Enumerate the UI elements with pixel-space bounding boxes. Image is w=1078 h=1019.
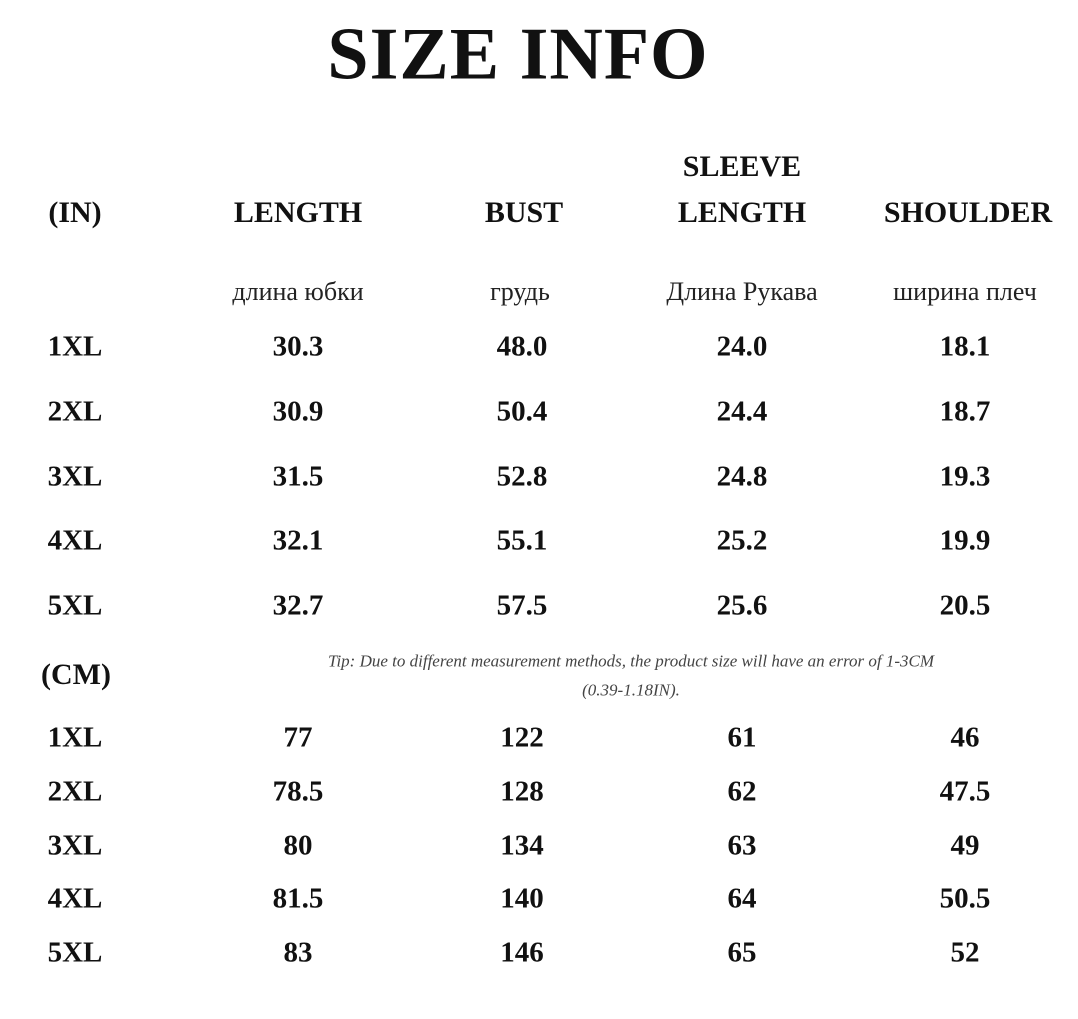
shoulder-value: 19.3 [939,460,991,493]
size-label: 3XL [47,829,103,862]
length-value: 83 [283,936,313,969]
inch-unit-label: (IN) [48,196,102,229]
size-label: 3XL [47,460,103,493]
size-label: 5XL [47,589,103,622]
sleeve-length-value: 61 [727,721,757,754]
length-value: 77 [283,721,313,754]
sleeve-length-value: 24.0 [716,330,768,363]
size-label: 1XL [47,721,103,754]
shoulder-value: 46 [950,721,980,754]
size-label: 2XL [47,775,103,808]
header-bust: BUST [484,196,564,229]
sleeve-length-value: 24.8 [716,460,768,493]
page-title: SIZE INFO [327,13,709,96]
bust-value: 140 [500,882,544,915]
tip-text-line1: Tip: Due to different measurement method… [327,651,935,671]
bust-value: 57.5 [496,589,548,622]
bust-value: 50.4 [496,395,548,428]
bust-value: 128 [500,775,544,808]
header-shoulder: SHOULDER [883,196,1053,229]
header-sleeve-length: SLEEVE LENGTH [677,150,807,229]
sleeve-length-value: 64 [727,882,757,915]
sleeve-length-value: 24.4 [716,395,768,428]
shoulder-value: 49 [950,829,980,862]
length-value: 80 [283,829,313,862]
size-label: 5XL [47,936,103,969]
sleeve-length-value: 65 [727,936,757,969]
bust-value: 48.0 [496,330,548,363]
bust-value: 55.1 [496,524,548,557]
bust-value: 134 [500,829,544,862]
length-value: 30.3 [272,330,324,363]
sleeve-length-value: 62 [727,775,757,808]
length-value: 32.1 [272,524,324,557]
header-sleeve-ru: Длина Рукава [666,277,818,306]
header-length-ru: длина юбки [232,277,364,306]
header-bust-ru: грудь [490,277,550,306]
shoulder-value: 18.1 [939,330,991,363]
shoulder-value: 18.7 [939,395,991,428]
bust-value: 146 [500,936,544,969]
header-shoulder-ru: ширина плеч [893,277,1037,306]
cm-unit-label: (CM) [41,658,111,691]
shoulder-value: 47.5 [939,775,991,808]
sleeve-length-value: 25.2 [716,524,768,557]
bust-value: 52.8 [496,460,548,493]
header-length: LENGTH [233,196,363,229]
length-value: 30.9 [272,395,324,428]
shoulder-value: 50.5 [939,882,991,915]
bust-value: 122 [500,721,544,754]
shoulder-value: 52 [950,936,980,969]
length-value: 78.5 [272,775,324,808]
shoulder-value: 20.5 [939,589,991,622]
size-label: 4XL [47,524,103,557]
length-value: 81.5 [272,882,324,915]
sleeve-length-value: 25.6 [716,589,768,622]
size-label: 2XL [47,395,103,428]
length-value: 31.5 [272,460,324,493]
tip-text-line2: (0.39-1.18IN). [582,680,680,700]
shoulder-value: 19.9 [939,524,991,557]
sleeve-length-value: 63 [727,829,757,862]
length-value: 32.7 [272,589,324,622]
size-label: 4XL [47,882,103,915]
size-label: 1XL [47,330,103,363]
